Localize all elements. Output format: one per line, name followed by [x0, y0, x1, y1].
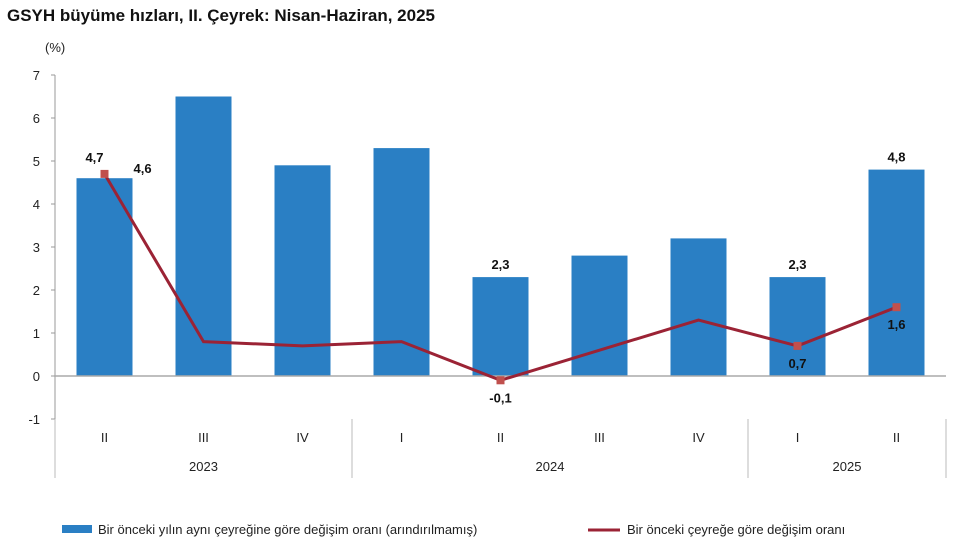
y-tick-label: -1 — [28, 412, 40, 427]
line-data-label: 0,7 — [788, 356, 806, 371]
bar-data-label: 4,8 — [887, 150, 905, 165]
x-tick-label: IV — [692, 430, 705, 445]
x-tick-label: IV — [296, 430, 309, 445]
x-tick-label: II — [101, 430, 108, 445]
x-tick-label: III — [594, 430, 605, 445]
x-year-label: 2024 — [536, 459, 565, 474]
x-year-label: 2023 — [189, 459, 218, 474]
line-data-label: 1,6 — [887, 317, 905, 332]
bar — [76, 178, 133, 376]
bar-data-label: 2,3 — [788, 257, 806, 272]
bar-data-label: 4,6 — [134, 161, 152, 176]
bar — [670, 238, 727, 376]
bar — [472, 277, 529, 376]
x-tick-label: II — [497, 430, 504, 445]
x-tick-label: I — [400, 430, 404, 445]
y-tick-label: 4 — [33, 197, 40, 212]
y-axis-label: (%) — [45, 40, 65, 55]
y-tick-label: 5 — [33, 154, 40, 169]
y-tick-label: 0 — [33, 369, 40, 384]
y-tick-label: 1 — [33, 326, 40, 341]
line-marker — [496, 376, 505, 385]
legend-swatch-bar — [62, 525, 92, 533]
legend-label-bar: Bir önceki yılın aynı çeyreğine göre değ… — [98, 522, 477, 537]
line-marker — [793, 341, 802, 350]
bar — [175, 96, 232, 376]
y-tick-label: 3 — [33, 240, 40, 255]
x-tick-label: III — [198, 430, 209, 445]
bar — [274, 165, 331, 376]
chart-title: GSYH büyüme hızları, II. Çeyrek: Nisan-H… — [7, 6, 435, 25]
line-marker — [100, 169, 109, 178]
legend-label-line: Bir önceki çeyreğe göre değişim oranı — [627, 522, 845, 537]
bar — [571, 255, 628, 376]
line-marker — [892, 303, 901, 312]
y-tick-label: 6 — [33, 111, 40, 126]
bar — [868, 169, 925, 376]
x-tick-label: II — [893, 430, 900, 445]
y-tick-label: 2 — [33, 283, 40, 298]
bar — [373, 148, 430, 376]
x-year-label: 2025 — [833, 459, 862, 474]
y-tick-label: 7 — [33, 68, 40, 83]
bar — [769, 277, 826, 376]
x-tick-label: I — [796, 430, 800, 445]
line-data-label: 4,7 — [85, 150, 103, 165]
bar-data-label: 2,3 — [491, 257, 509, 272]
line-data-label: -0,1 — [489, 390, 511, 405]
